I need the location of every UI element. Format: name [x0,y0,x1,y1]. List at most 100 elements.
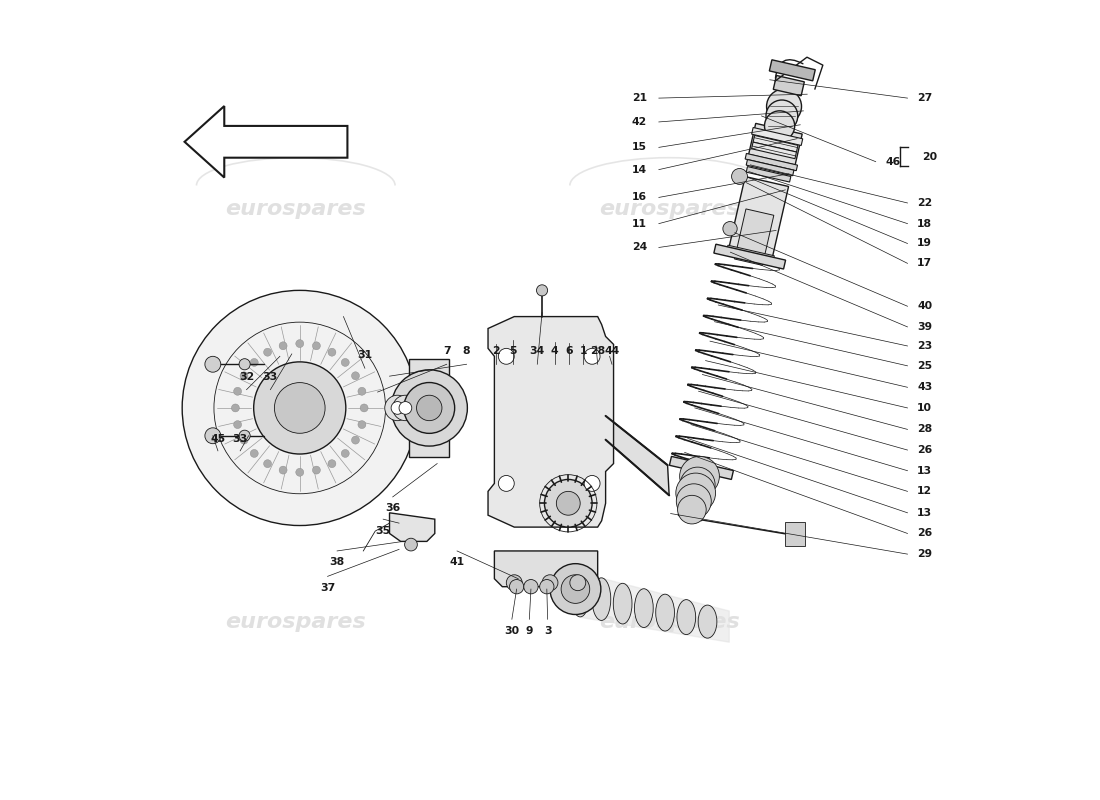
Text: 25: 25 [917,361,932,371]
Circle shape [393,395,418,421]
Circle shape [358,421,366,429]
Text: 5: 5 [509,346,516,356]
Circle shape [279,466,287,474]
Circle shape [240,436,248,444]
Text: 20: 20 [922,152,937,162]
Text: 28: 28 [590,346,605,356]
Circle shape [537,285,548,296]
Polygon shape [773,75,804,96]
Polygon shape [751,127,803,146]
Circle shape [723,222,737,236]
Circle shape [732,169,748,184]
Polygon shape [748,123,802,169]
Circle shape [205,356,221,372]
Polygon shape [488,317,614,527]
Text: 15: 15 [631,142,647,152]
Text: 27: 27 [917,93,933,103]
Circle shape [542,574,558,590]
Polygon shape [754,135,798,152]
Polygon shape [785,522,805,546]
Text: 11: 11 [631,218,647,229]
Text: 13: 13 [917,466,932,476]
Circle shape [767,89,802,124]
Text: 6: 6 [565,346,573,356]
Text: 7: 7 [443,346,451,356]
Circle shape [764,111,794,141]
Circle shape [233,387,242,395]
Text: 40: 40 [917,302,932,311]
Circle shape [404,382,454,434]
Polygon shape [409,358,449,457]
Text: 39: 39 [917,322,932,332]
Text: 32: 32 [239,372,254,382]
Ellipse shape [656,594,674,631]
Circle shape [341,450,349,458]
Circle shape [678,495,706,524]
Circle shape [506,574,522,590]
Circle shape [392,370,468,446]
Ellipse shape [676,600,695,634]
Circle shape [296,340,304,347]
Text: 35: 35 [375,526,390,535]
Text: 26: 26 [917,529,933,538]
Circle shape [385,395,410,421]
Circle shape [183,290,417,526]
Circle shape [524,579,538,594]
Circle shape [264,460,272,468]
Circle shape [240,372,248,380]
Circle shape [239,358,250,370]
Circle shape [392,402,404,414]
Circle shape [312,342,320,350]
Polygon shape [726,250,773,265]
Circle shape [584,475,601,491]
Text: 16: 16 [631,193,647,202]
Circle shape [557,491,580,515]
Text: 30: 30 [504,626,519,636]
Text: 17: 17 [917,258,932,268]
Text: 43: 43 [917,382,933,392]
Text: 4: 4 [551,346,559,356]
Polygon shape [714,244,785,269]
Polygon shape [606,416,669,495]
Text: 41: 41 [450,558,464,567]
Text: 36: 36 [385,503,400,514]
Circle shape [352,372,360,380]
Polygon shape [670,456,734,479]
Text: 24: 24 [631,242,647,253]
Text: eurospares: eurospares [598,199,739,219]
Text: eurospares: eurospares [598,613,739,633]
Circle shape [498,475,515,491]
Text: 45: 45 [210,434,225,445]
Polygon shape [389,513,434,542]
Circle shape [417,395,442,421]
Circle shape [405,538,417,551]
Text: 2: 2 [492,346,499,356]
Polygon shape [735,209,773,266]
Text: 38: 38 [330,558,344,567]
Circle shape [358,387,366,395]
Circle shape [251,450,258,458]
Text: 28: 28 [917,424,932,434]
Polygon shape [679,466,713,521]
Circle shape [544,479,592,527]
Text: 33: 33 [232,434,248,445]
Polygon shape [746,166,791,182]
Text: 1: 1 [580,346,587,356]
Circle shape [205,428,221,444]
Circle shape [312,466,320,474]
Circle shape [766,100,797,132]
Polygon shape [769,60,815,81]
Circle shape [264,348,272,356]
Text: 29: 29 [917,549,932,559]
Circle shape [254,362,345,454]
Circle shape [296,468,304,476]
Circle shape [676,484,712,518]
Circle shape [498,348,515,364]
Text: eurospares: eurospares [226,613,366,633]
Text: 34: 34 [530,346,544,356]
Text: 14: 14 [631,165,647,174]
Circle shape [399,402,411,414]
Polygon shape [728,177,789,262]
Circle shape [360,404,368,412]
Text: 3: 3 [543,626,551,636]
